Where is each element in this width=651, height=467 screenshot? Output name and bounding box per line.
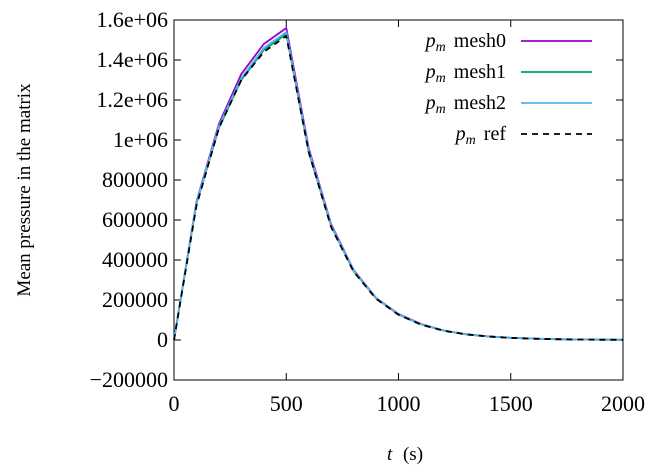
y-axis-ticks: −200000 0 200000 400000 600000 800000 1e+06 1.2… <box>90 7 623 392</box>
y-tick-label: 1e+06 <box>113 127 168 152</box>
legend-entry-mesh1: pm mesh1 <box>424 61 592 86</box>
legend-symbol: p <box>424 92 436 114</box>
y-tick-label: 200000 <box>102 287 168 312</box>
y-tick-label: 600000 <box>102 207 168 232</box>
series-line-mesh0 <box>173 27 624 341</box>
x-tick-label: 2000 <box>601 391 645 416</box>
y-tick-label: 1.6e+06 <box>96 7 168 32</box>
legend-symbol: p <box>424 30 436 52</box>
legend-symbol: p <box>424 61 436 83</box>
x-axis-label: t (s) <box>387 444 423 465</box>
legend-subscript: m <box>436 40 446 55</box>
legend-entry-mesh0: pm mesh0 <box>424 30 592 55</box>
series-line-ref <box>173 35 624 341</box>
x-axis-ticks: 0 500 1000 1500 2000 <box>169 20 645 416</box>
y-tick-label: 1.2e+06 <box>96 87 168 112</box>
series-lines <box>173 27 624 341</box>
x-axis-label-var: t <box>387 444 393 465</box>
legend-series-name: mesh0 <box>454 30 506 52</box>
legend-label: pm ref <box>454 123 507 148</box>
y-axis-label: Mean pressure in the matrix <box>14 83 35 297</box>
legend-series-name: ref <box>484 123 507 145</box>
y-tick-label: 1.4e+06 <box>96 47 168 72</box>
legend-subscript: m <box>436 71 446 86</box>
x-tick-label: 1500 <box>489 391 533 416</box>
legend-label: pm mesh2 <box>424 92 506 117</box>
x-tick-label: 1000 <box>377 391 421 416</box>
x-tick-label: 0 <box>169 391 180 416</box>
legend-entry-mesh2: pm mesh2 <box>424 92 592 117</box>
legend-series-name: mesh2 <box>454 92 506 114</box>
y-tick-label: 800000 <box>102 167 168 192</box>
legend-series-name: mesh1 <box>454 61 506 83</box>
y-tick-label: −200000 <box>90 367 168 392</box>
x-tick-label: 500 <box>270 391 303 416</box>
legend-subscript: m <box>436 102 446 117</box>
legend-label: pm mesh0 <box>424 30 506 55</box>
legend-label: pm mesh1 <box>424 61 506 86</box>
series-line-mesh2 <box>173 31 624 341</box>
y-tick-label: 0 <box>157 327 168 352</box>
legend-subscript: m <box>466 133 476 148</box>
y-tick-label: 400000 <box>102 247 168 272</box>
legend-entry-ref: pm ref <box>454 123 592 148</box>
legend-symbol: p <box>454 123 466 145</box>
x-axis-label-unit: (s) <box>403 444 423 465</box>
